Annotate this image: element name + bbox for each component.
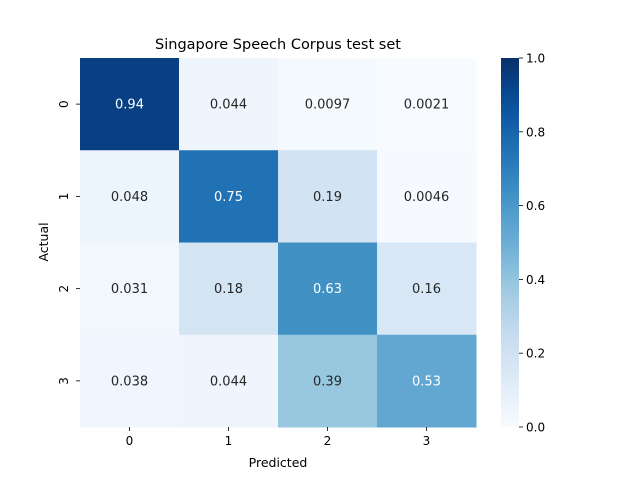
- heatmap-cell: [179, 150, 279, 243]
- cell-label: 0.16: [412, 282, 441, 297]
- cell-label: 0.044: [210, 374, 247, 389]
- heatmap-cell: [80, 150, 180, 243]
- cell-label: 0.0097: [305, 98, 351, 113]
- cell-label: 0.048: [111, 190, 148, 205]
- x-tick-label: 1: [225, 434, 233, 448]
- cell-label: 0.031: [111, 282, 148, 297]
- cell-label: 0.044: [210, 98, 247, 113]
- chart-title: Singapore Speech Corpus test set: [155, 37, 401, 53]
- colorbar-tick-label: 1.0: [526, 52, 545, 66]
- heatmap-cell: [278, 334, 378, 428]
- x-tick-label: 0: [126, 434, 134, 448]
- x-axis: 0 1 2 3: [126, 427, 431, 448]
- y-tick-label: 1: [57, 193, 71, 201]
- colorbar: 0.0 0.2 0.4 0.6 0.8 1.0: [501, 52, 545, 435]
- heatmap-cell: [377, 242, 477, 336]
- colorbar-tick-label: 0.6: [526, 199, 545, 213]
- colorbar-tick-label: 0.0: [526, 421, 545, 435]
- cell-label: 0.0021: [404, 98, 450, 113]
- cell-label: 0.038: [111, 374, 148, 389]
- cell-label: 0.63: [313, 282, 342, 297]
- heatmap-cell: [377, 150, 477, 243]
- heatmap-cells: 0.94 0.044 0.0097 0.0021 0.048 0.75 0.19 0.0046…: [80, 58, 477, 428]
- heatmap-cell: [179, 242, 279, 336]
- cell-label: 0.94: [115, 98, 144, 113]
- cell-label: 0.53: [412, 374, 441, 389]
- x-tick-label: 3: [423, 434, 431, 448]
- cell-label: 0.19: [313, 190, 342, 205]
- heatmap-cell: [377, 334, 477, 428]
- heatmap-cell: [278, 242, 378, 336]
- x-tick-label: 2: [324, 434, 332, 448]
- heatmap-cell: [278, 58, 378, 151]
- heatmap-cell: [80, 242, 180, 336]
- cell-label: 0.39: [313, 374, 342, 389]
- cell-label: 0.0046: [404, 190, 450, 205]
- colorbar-tick-label: 0.4: [526, 273, 545, 287]
- y-tick-label: 3: [57, 377, 71, 385]
- cell-label: 0.18: [214, 282, 243, 297]
- colorbar-tick-label: 0.2: [526, 347, 545, 361]
- y-axis-label: Actual: [36, 222, 51, 261]
- heatmap-cell: [80, 58, 180, 151]
- y-axis: 0 1 2 3: [57, 100, 80, 385]
- heatmap-cell: [377, 58, 477, 151]
- heatmap-cell: [179, 58, 279, 151]
- heatmap-cell: [278, 150, 378, 243]
- colorbar-gradient: [501, 58, 519, 427]
- heatmap-cell: [179, 334, 279, 428]
- y-tick-label: 0: [57, 100, 71, 108]
- y-tick-label: 2: [57, 285, 71, 293]
- x-axis-label: Predicted: [249, 455, 308, 470]
- cell-label: 0.75: [214, 190, 243, 205]
- colorbar-tick-label: 0.8: [526, 125, 545, 139]
- heatmap-cell: [80, 334, 180, 428]
